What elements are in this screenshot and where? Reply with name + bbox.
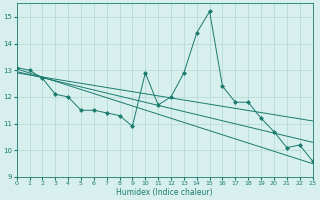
X-axis label: Humidex (Indice chaleur): Humidex (Indice chaleur) xyxy=(116,188,213,197)
